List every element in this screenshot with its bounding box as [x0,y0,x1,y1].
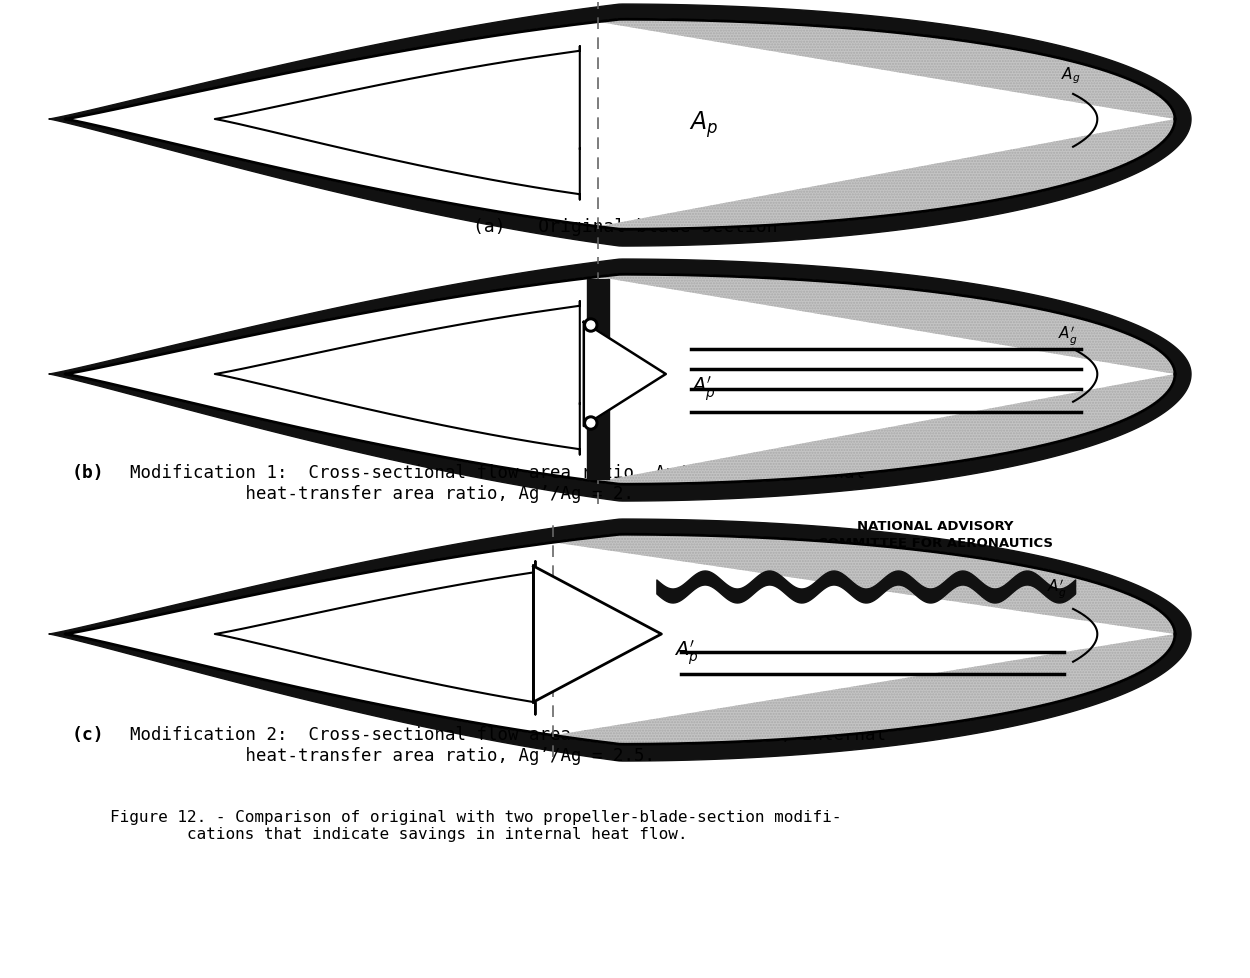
Text: $A_g'$: $A_g'$ [1059,324,1078,346]
Circle shape [586,420,595,427]
Text: (b): (b) [72,464,105,481]
Polygon shape [65,275,1175,485]
Text: $A_g$: $A_g$ [1061,66,1081,86]
Polygon shape [65,21,1175,230]
Text: $A_g'$: $A_g'$ [1048,577,1068,600]
Text: $A_p'$: $A_p'$ [691,375,715,403]
Polygon shape [215,561,535,715]
Polygon shape [49,5,1191,246]
Text: Modification 2:  Cross-sectional flow area ratio, Ap/Ap’ = 1.5; internal
       : Modification 2: Cross-sectional flow are… [130,726,886,764]
Polygon shape [584,323,666,426]
Text: (a)   Original blade section: (a) Original blade section [472,218,778,236]
Circle shape [584,319,598,333]
Text: $A_p$: $A_p$ [689,110,717,140]
Polygon shape [65,535,1175,744]
Polygon shape [49,519,1191,761]
Polygon shape [598,21,1175,230]
Polygon shape [215,302,580,455]
Circle shape [586,322,595,330]
Polygon shape [215,47,580,200]
Circle shape [584,417,598,430]
Text: (c): (c) [72,726,105,743]
Text: Modification 1:  Cross-sectional flow area ratio, Ap/Ap’ = 2; internal
         : Modification 1: Cross-sectional flow are… [130,464,865,503]
Polygon shape [534,566,661,702]
Text: $A_p'$: $A_p'$ [675,638,699,667]
Polygon shape [49,260,1191,502]
Polygon shape [598,275,1175,485]
Text: Figure 12. - Comparison of original with two propeller-blade-section modifi-
   : Figure 12. - Comparison of original with… [110,809,841,841]
Polygon shape [554,535,1175,744]
Text: NATIONAL ADVISORY
COMMITTEE FOR AERONAUTICS: NATIONAL ADVISORY COMMITTEE FOR AERONAUT… [818,519,1052,550]
